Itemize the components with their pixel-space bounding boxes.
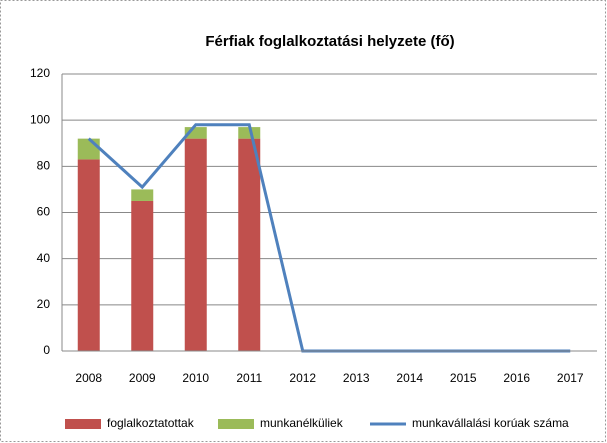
y-tick-label: 20 (37, 297, 51, 311)
bar (77, 159, 100, 351)
y-tick-label: 40 (37, 251, 51, 265)
x-tick-label: 2009 (129, 371, 156, 385)
x-tick-label: 2017 (557, 371, 584, 385)
x-tick-label: 2008 (75, 371, 102, 385)
x-tick-label: 2013 (343, 371, 370, 385)
x-tick-label: 2011 (236, 371, 262, 385)
bar (77, 138, 100, 160)
legend-label: munkavállalási korúak száma (412, 416, 569, 430)
bar (238, 138, 261, 351)
y-tick-label: 120 (30, 66, 50, 80)
bar (184, 127, 207, 139)
y-tick-label: 0 (43, 343, 50, 357)
y-tick-label: 100 (30, 112, 50, 126)
x-tick-label: 2016 (503, 371, 530, 385)
chart-title: Férfiak foglalkoztatási helyzete (fő) (205, 33, 454, 50)
x-tick-label: 2012 (289, 371, 316, 385)
y-tick-label: 60 (37, 205, 51, 219)
y-tick-label: 80 (37, 159, 51, 173)
x-tick-label: 2014 (396, 371, 423, 385)
bar (131, 200, 154, 351)
x-tick-label: 2010 (182, 371, 209, 385)
bar (238, 127, 261, 139)
x-tick-label: 2015 (450, 371, 477, 385)
legend-label: foglalkoztatottak (107, 416, 195, 430)
legend-swatch (218, 419, 254, 429)
legend-swatch (65, 419, 101, 429)
legend-label: munkanélküliek (260, 416, 344, 430)
bar (184, 138, 207, 351)
bar (131, 189, 154, 201)
